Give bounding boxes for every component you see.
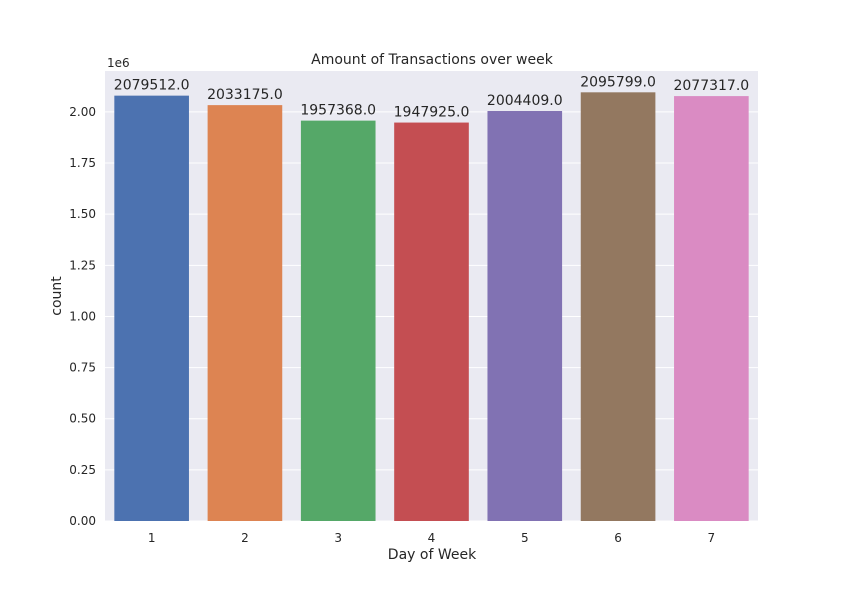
bar-day-2: [207, 105, 283, 522]
bar-value-label: 2077317.0: [673, 78, 749, 94]
bar-day-6: [580, 92, 656, 521]
y-tick-label: 1.50: [69, 207, 96, 221]
y-axis-offset-text: 1e6: [107, 56, 130, 70]
chart-title: Amount of Transactions over week: [311, 52, 554, 68]
bars: [114, 92, 749, 522]
x-axis-label: Day of Week: [388, 547, 477, 563]
y-axis-label: count: [49, 276, 65, 316]
data-labels: 2079512.0 2033175.0 1957368.0 1947925.0 2004…: [114, 74, 749, 120]
bar-value-label: 1947925.0: [394, 105, 470, 121]
bar-value-label: 1957368.0: [300, 103, 376, 119]
x-tick-label: 5: [521, 531, 529, 545]
bar-day-4: [394, 122, 469, 522]
y-tick-label: 0.25: [69, 463, 96, 477]
bar-day-7: [674, 96, 749, 522]
y-tick-label: 1.00: [69, 309, 96, 323]
y-tick-label: 1.25: [69, 258, 96, 272]
y-tick-label: 1.75: [69, 156, 96, 170]
y-tick-label: 0.00: [69, 514, 96, 528]
y-tick-label: 0.50: [69, 412, 96, 426]
x-tick-label: 2: [241, 531, 249, 545]
x-tick-label: 6: [614, 531, 622, 545]
bar-day-3: [300, 120, 376, 521]
y-axis-ticks: 0.00 0.25 0.50 0.75 1.00 1.25 1.50 1.75 2.00: [69, 105, 96, 528]
x-axis-ticks: 1 2 3 4 5 6 7: [148, 531, 715, 545]
bar-value-label: 2004409.0: [487, 93, 563, 109]
x-tick-label: 3: [334, 531, 342, 545]
y-tick-label: 0.75: [69, 361, 96, 375]
bar-day-1: [114, 95, 189, 522]
x-tick-label: 1: [148, 531, 156, 545]
bar-value-label: 2095799.0: [580, 74, 656, 90]
bar-value-label: 2033175.0: [207, 87, 283, 103]
x-tick-label: 4: [428, 531, 436, 545]
y-tick-label: 2.00: [69, 105, 96, 119]
x-tick-label: 7: [708, 531, 716, 545]
bar-value-label: 2079512.0: [114, 78, 190, 94]
bar-day-5: [487, 111, 563, 521]
